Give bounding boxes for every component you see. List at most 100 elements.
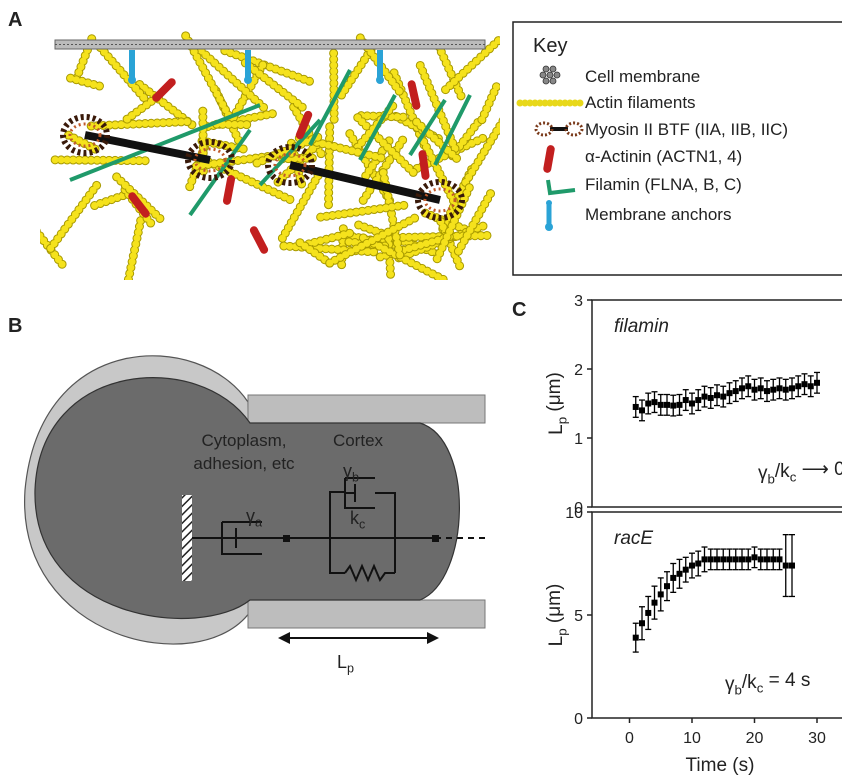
data-point [695,561,701,567]
data-point [752,387,758,393]
data-point [727,556,733,562]
text-part: γ [758,463,768,484]
y-tick-label: 10 [565,505,583,522]
charts: 0123Lp (μm)filaminγb/kc ⟶ 005100102030Ti… [544,293,842,776]
data-point [795,383,801,389]
x-tick-label: 30 [808,730,826,747]
data-point [777,556,783,562]
text-part: (μm) [544,584,565,629]
membrane-anchor [128,76,136,84]
subscript: b [352,470,359,484]
chart-title: racE [614,528,653,549]
actinin [222,175,235,206]
actin-filament [480,87,496,124]
data-point [764,388,770,394]
y-tick-label: 2 [574,362,583,379]
x-axis-label: Time (s) [686,755,755,776]
text-part: /k [775,461,790,482]
data-point [633,635,639,641]
data-point [689,401,695,407]
x-tick-label: 0 [625,730,634,747]
data-point [814,380,820,386]
key-item: Actin filaments [585,93,696,112]
text-part: /k [742,672,757,693]
data-point [739,385,745,391]
data-point [645,610,651,616]
panel-label: C [512,299,526,321]
data-point [733,556,739,562]
data-point [708,395,714,401]
data-point [658,591,664,597]
data-point [683,567,689,573]
data-point [695,397,701,403]
data-point [745,556,751,562]
key-item: Membrane anchors [585,205,731,224]
data-point [702,394,708,400]
text-part: L [546,636,567,647]
data-point [720,556,726,562]
panel-label: B [8,315,22,337]
data-point [677,571,683,577]
data-point [645,401,651,407]
data-point [664,402,670,408]
data-point [802,381,808,387]
x-tick-label: 10 [683,730,701,747]
y-tick-label: 3 [574,293,583,310]
panel-label: A [8,9,22,31]
actin-filament [55,160,149,161]
data-point [702,556,708,562]
data-point [689,563,695,569]
key-item: α-Actinin (ACTN1, 4) [585,147,742,166]
subscript: b [735,683,742,698]
data-point [633,404,639,410]
key-item: Myosin II BTF (IIA, IIB, IIC) [585,120,788,139]
data-point [770,556,776,562]
annotation: γb/kc = 4 s [725,670,810,698]
diagram-label: adhesion, etc [193,454,295,473]
data-point [733,388,739,394]
membrane-anchor [376,76,384,84]
data-point [708,556,714,562]
data-point [714,392,720,398]
subscript: c [359,517,365,531]
y-axis-label: Lp (μm) [544,584,570,647]
data-point [639,407,645,413]
data-point [652,600,658,606]
actin-filament [334,53,335,122]
data-point [720,394,726,400]
text-part: γ [725,674,735,695]
data-point [783,563,789,569]
key-item: Filamin (FLNA, B, C) [585,175,742,194]
diagram-label: Cytoplasm, [201,431,286,450]
text-part: (μm) [544,372,565,417]
data-point [677,402,683,408]
text-part: L [546,424,567,435]
subscript: p [347,661,354,675]
data-point [714,556,720,562]
data-point [745,383,751,389]
actinin [249,225,270,255]
data-point [758,556,764,562]
data-point [752,554,758,560]
actin-filament [125,221,141,297]
text-part: γ [343,461,352,481]
subscript: p [555,417,570,424]
data-point [739,556,745,562]
subscript: a [255,515,262,529]
diagram-symbol: Lp [337,652,354,675]
key-item: Cell membrane [585,67,700,86]
y-tick-label: 0 [574,711,583,728]
data-point [652,399,658,405]
diagram-label: Cortex [333,431,384,450]
data-point [670,575,676,581]
data-point [727,390,733,396]
membrane-anchor [244,76,252,84]
data-point [683,397,689,403]
data-point [789,563,795,569]
y-tick-label: 1 [574,431,583,448]
data-point [777,385,783,391]
figure: A B C Key Cell membraneActin filamentsMy… [0,0,842,782]
annotation: γb/kc ⟶ 0 [758,459,842,487]
actin-filament [49,185,96,250]
cell-diagram [25,356,487,644]
